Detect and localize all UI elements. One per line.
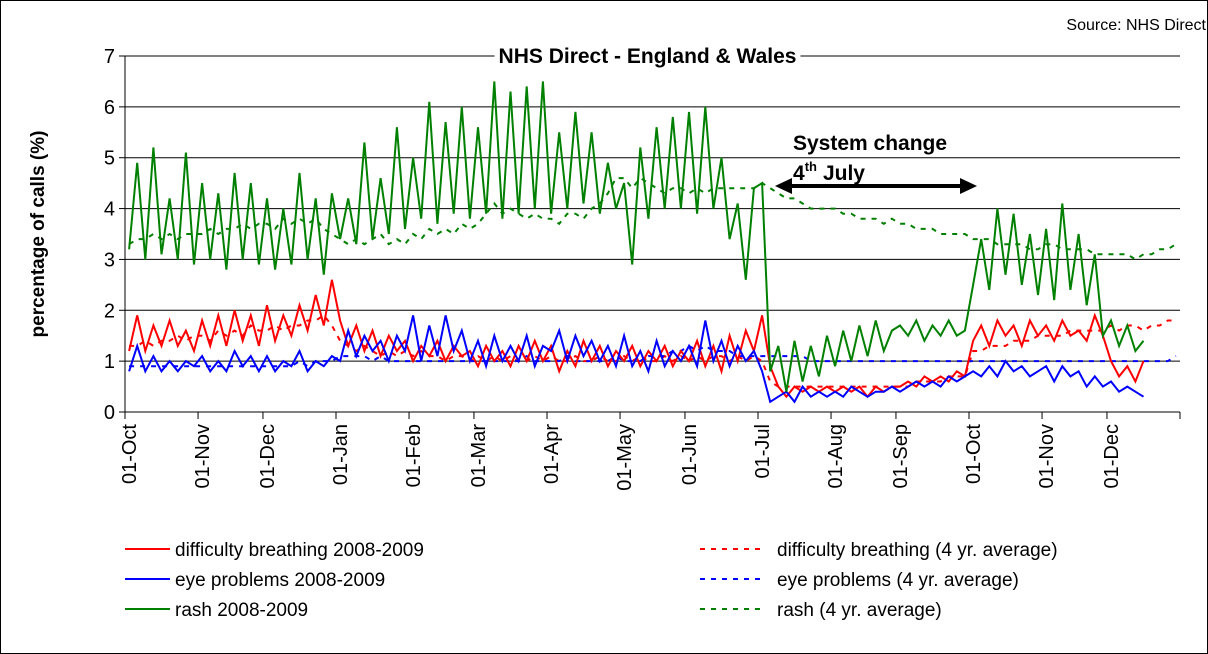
annotation-month: July xyxy=(823,162,865,185)
y-tick-label: 2 xyxy=(104,300,115,322)
annotation-day: 4 xyxy=(793,162,805,185)
x-tick-label: 01-Apr xyxy=(541,424,563,484)
chart-title: NHS Direct - England & Wales xyxy=(499,45,797,68)
x-tick-label: 01-Sep xyxy=(890,424,912,489)
series-line xyxy=(128,81,1145,392)
x-tick-label: 01-Nov xyxy=(192,424,214,488)
legend-label: difficulty breathing 2008-2009 xyxy=(175,540,424,561)
series-line xyxy=(128,315,1145,404)
legend-label: rash (4 yr. average) xyxy=(777,600,942,621)
x-tick-label: 01-Dec xyxy=(1101,424,1123,488)
legend-label: rash 2008-2009 xyxy=(175,600,308,621)
legend-label: eye problems (4 yr. average) xyxy=(777,570,1019,591)
x-tick-label: 01-Mar xyxy=(468,424,490,488)
y-tick-label: 6 xyxy=(104,97,115,119)
plot-area: 0 1 2 3 4 5 6 7 01-Oct 01-Nov 01-Dec 01-Jan 01-Feb 01… xyxy=(104,45,1181,491)
x-tick-label: 01-Nov xyxy=(1036,424,1058,488)
source-note: Source: NHS Direct xyxy=(1066,17,1206,34)
y-tick-label: 3 xyxy=(104,249,115,271)
annotation-arrow-head xyxy=(960,178,977,194)
legend-label: eye problems 2008-2009 xyxy=(175,570,385,591)
x-tick-label: 01-Feb xyxy=(403,424,425,487)
x-tick-label: 01-Dec xyxy=(257,424,279,488)
legend: difficulty breathing 2008-2009 eye proble… xyxy=(125,540,1058,621)
y-tick-label: 7 xyxy=(104,46,115,68)
x-tick-label: 01-Jul xyxy=(752,424,774,478)
y-tick-label: 0 xyxy=(104,402,115,424)
annotation-text: System change xyxy=(793,132,947,155)
x-tick-label: 01-May xyxy=(614,424,636,491)
annotation-day-suffix: th xyxy=(805,159,817,174)
annotation: System change 4th July xyxy=(775,132,977,194)
y-tick-label: 1 xyxy=(104,351,115,373)
annotation-date: 4th July xyxy=(793,159,865,185)
y-tick-label: 4 xyxy=(104,199,115,221)
annotation-arrow-head xyxy=(775,178,792,194)
y-tick-label: 5 xyxy=(104,148,115,170)
chart-title-background xyxy=(494,45,801,68)
legend-label: difficulty breathing (4 yr. average) xyxy=(777,540,1058,561)
x-tick-label: 01-Aug xyxy=(825,424,847,489)
series-line xyxy=(128,279,1145,399)
x-tick-label: 01-Jan xyxy=(330,424,352,485)
x-tick-label: 01-Oct xyxy=(963,424,985,484)
series-line xyxy=(129,314,1176,388)
x-tick-label: 01-Oct xyxy=(119,424,141,484)
y-axis-label: percentage of calls (%) xyxy=(28,131,49,338)
x-tick-label: 01-Jun xyxy=(679,424,701,485)
